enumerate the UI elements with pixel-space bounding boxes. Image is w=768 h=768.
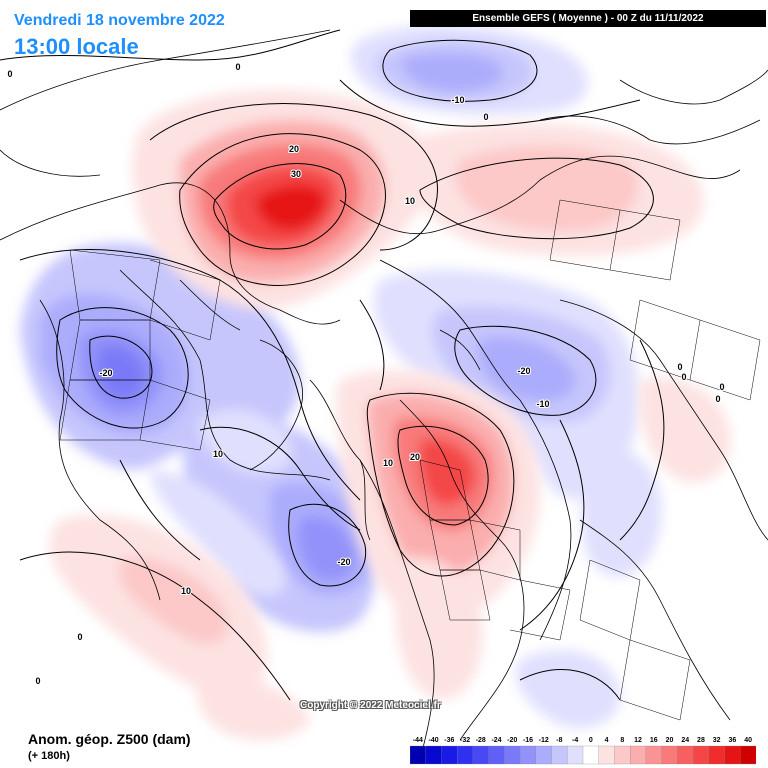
legend-swatch bbox=[551, 745, 568, 765]
legend-tick-label: -4 bbox=[572, 737, 578, 744]
legend-swatch bbox=[708, 745, 726, 765]
legend-tick-label: 24 bbox=[681, 737, 689, 744]
contour-label: 30 bbox=[291, 169, 301, 179]
legend-swatch bbox=[645, 745, 663, 765]
national-borders bbox=[59, 199, 761, 721]
legend-tick-label: 8 bbox=[620, 737, 624, 744]
contour-label: 0 bbox=[681, 372, 686, 382]
legend-swatch bbox=[567, 745, 584, 765]
legend-swatch bbox=[724, 745, 741, 765]
contour-label: 10 bbox=[181, 586, 191, 596]
legend-swatch bbox=[488, 745, 505, 765]
legend-tick-label: -36 bbox=[444, 737, 454, 744]
legend-swatch bbox=[661, 745, 678, 765]
legend-swatch bbox=[535, 745, 553, 765]
legend-tick-label: -16 bbox=[523, 737, 533, 744]
valid-date: Vendredi 18 novembre 2022 bbox=[14, 12, 225, 29]
contour-label: 0 bbox=[719, 382, 724, 392]
negative-anomaly-fields bbox=[20, 25, 662, 729]
legend-tick-label: 40 bbox=[744, 737, 752, 744]
contour-label: -20 bbox=[517, 366, 530, 376]
legend-swatch bbox=[441, 745, 458, 765]
legend-swatch bbox=[472, 745, 490, 765]
contour-label: -20 bbox=[99, 368, 112, 378]
contour-label: 0 bbox=[677, 362, 682, 372]
contour-label: 0 bbox=[35, 676, 40, 686]
legend-swatch bbox=[410, 745, 427, 765]
valid-time: 13:00 locale bbox=[14, 34, 139, 59]
contour-label: -10 bbox=[536, 399, 549, 409]
legend-tick-label: 28 bbox=[697, 737, 705, 744]
legend-swatch bbox=[519, 745, 537, 765]
legend-swatch bbox=[630, 745, 647, 765]
legend-swatch bbox=[598, 745, 615, 765]
legend-swatch bbox=[692, 745, 710, 765]
legend-swatch bbox=[504, 745, 521, 765]
contour-label: 0 bbox=[483, 112, 488, 122]
contour-label: -10 bbox=[451, 95, 464, 105]
contour-label: -20 bbox=[337, 557, 350, 567]
contour-label: 0 bbox=[77, 632, 82, 642]
legend-tick-label: -24 bbox=[491, 737, 501, 744]
legend-tick-label: 4 bbox=[605, 737, 609, 744]
legend-tick-label: -40 bbox=[429, 737, 439, 744]
legend-swatch bbox=[677, 745, 694, 765]
legend-tick-label: 16 bbox=[650, 737, 658, 744]
contour-label: 20 bbox=[289, 144, 299, 154]
legend-tick-label: -20 bbox=[507, 737, 517, 744]
contour-label: 10 bbox=[405, 196, 415, 206]
lead-time-label: (+ 180h) bbox=[28, 750, 70, 762]
legend-swatches bbox=[410, 745, 756, 765]
positive-anomaly-fields bbox=[49, 90, 731, 740]
z500-contours bbox=[0, 29, 665, 701]
legend-tick-label: -28 bbox=[476, 737, 486, 744]
variable-label: Anom. géop. Z500 (dam) bbox=[28, 731, 191, 747]
coastlines bbox=[0, 29, 768, 761]
legend-labels: -44 -40 -36 -32 -28 -24 -20 -16 -12 -8 -4 0 4 8 12 16 20… bbox=[413, 737, 752, 744]
legend-tick-label: -8 bbox=[556, 737, 562, 744]
legend-tick-label: 0 bbox=[589, 737, 593, 744]
contour-label: 0 bbox=[235, 62, 240, 72]
contour-label: 0 bbox=[715, 394, 720, 404]
legend-swatch bbox=[457, 745, 474, 765]
legend-tick-label: 12 bbox=[634, 737, 642, 744]
legend-tick-label: 36 bbox=[729, 737, 737, 744]
legend-tick-label: 20 bbox=[666, 737, 674, 744]
contour-label: 0 bbox=[7, 69, 12, 79]
legend-tick-label: -44 bbox=[413, 737, 423, 744]
legend-swatch bbox=[582, 745, 600, 765]
legend-swatch bbox=[740, 745, 756, 765]
contour-label: 10 bbox=[213, 449, 223, 459]
legend-swatch bbox=[425, 745, 442, 765]
contour-label: 20 bbox=[410, 452, 420, 462]
color-legend: -44 -40 -36 -32 -28 -24 -20 -16 -12 -8 -4 0 4 8 12 16 20… bbox=[410, 737, 756, 765]
contour-label: 10 bbox=[383, 458, 393, 468]
legend-tick-label: -32 bbox=[460, 737, 470, 744]
legend-swatch bbox=[614, 745, 631, 765]
copyright: Copyright © 2022 Meteociel.fr bbox=[300, 700, 441, 711]
run-info-bar: Ensemble GEFS ( Moyenne ) - 00 Z du 11/1… bbox=[410, 10, 766, 27]
legend-tick-label: 32 bbox=[713, 737, 721, 744]
legend-tick-label: -12 bbox=[539, 737, 549, 744]
